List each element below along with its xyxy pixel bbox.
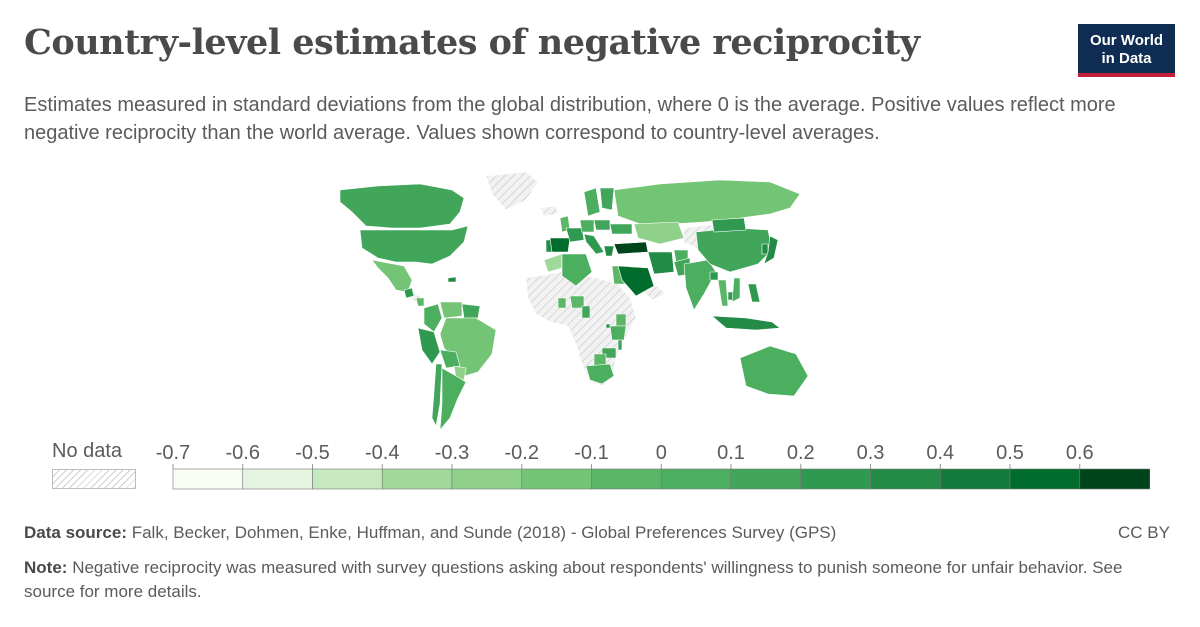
chart-title: Country-level estimates of negative reci…	[24, 22, 920, 63]
legend-overflow-arrow	[1149, 469, 1150, 489]
country-iran[interactable]: Iran	[647, 251, 675, 275]
legend-color-bin[interactable]	[591, 468, 662, 490]
legend-color-bin[interactable]	[381, 468, 453, 490]
legend-color-bin[interactable]	[521, 468, 592, 490]
color-legend: -0.7 -0.6 -0.5 -0.4 -0.3 -0.2 -0.1 0 0.1 0.2 0.3 0.…	[156, 442, 1150, 490]
legend-color-bin[interactable]	[660, 468, 732, 490]
country-argentina[interactable]: Argentina	[439, 367, 467, 431]
world-map: CanadaUnited StatesMexicoGuatemalaNicara…	[339, 171, 809, 431]
country-bangladesh[interactable]: Bangladesh	[709, 271, 719, 281]
note-text: Negative reciprocity was measured with s…	[24, 558, 1123, 601]
country-poland[interactable]: Poland	[593, 219, 611, 231]
country-malawi[interactable]: Malawi	[617, 339, 623, 351]
legend-tick-label: 0.1	[717, 442, 745, 464]
license[interactable]: CC BY	[1118, 523, 1170, 542]
legend-no-data-label: No data	[52, 440, 123, 462]
country-peru[interactable]: Peru	[417, 327, 441, 365]
country-russia[interactable]: Russia	[613, 179, 801, 225]
country-germany[interactable]: Germany	[579, 219, 595, 233]
country-japan[interactable]: Japan	[763, 235, 779, 265]
country-canada[interactable]: Canada	[339, 183, 465, 229]
country-haiti[interactable]: Haiti	[447, 276, 457, 283]
country-australia[interactable]: Australia	[739, 345, 809, 397]
owid-logo[interactable]: Our World in Data	[1078, 24, 1175, 77]
logo-line-1: Our World	[1089, 32, 1164, 49]
country-thailand[interactable]: Thailand	[717, 279, 729, 307]
note: Note: Negative reciprocity was measured …	[24, 556, 1154, 604]
legend-tick-label: -0.5	[295, 442, 329, 464]
country-chile[interactable]: Chile	[431, 363, 443, 427]
country-iceland[interactable]: Iceland	[539, 205, 559, 217]
country-tanzania[interactable]: Tanzania	[609, 325, 627, 341]
country-guatemala[interactable]: Guatemala	[403, 287, 415, 299]
legend-tick-label: -0.6	[226, 442, 260, 464]
legend-tick-label: 0.2	[787, 442, 815, 464]
country-south-africa[interactable]: South Africa	[585, 363, 615, 385]
legend-color-bin[interactable]	[451, 468, 523, 490]
country-indonesia[interactable]: Indonesia	[711, 315, 781, 331]
country-regions: CanadaUnited StatesMexicoGuatemalaNicara…	[339, 171, 809, 431]
legend-color-bin[interactable]	[172, 468, 244, 490]
country-saudi-arabia[interactable]: Saudi Arabia	[617, 265, 655, 297]
country-ukraine[interactable]: Ukraine	[609, 223, 633, 235]
country-turkey[interactable]: Turkey	[613, 241, 649, 255]
legend-tick-label: -0.1	[574, 442, 608, 464]
legend-tick-label: 0.4	[926, 442, 954, 464]
data-source-text[interactable]: Falk, Becker, Dohmen, Enke, Huffman, and…	[131, 523, 837, 542]
country-cameroon[interactable]: Cameroon	[581, 305, 591, 319]
country-algeria[interactable]: Algeria	[561, 253, 593, 287]
legend-color-bin[interactable]	[1009, 468, 1081, 490]
legend-tick-label: 0.5	[996, 442, 1024, 464]
logo-line-2: in Data	[1101, 50, 1152, 67]
country-finland[interactable]: Finland	[599, 187, 615, 211]
legend-tick-label: -0.2	[505, 442, 539, 464]
legend-tick-label: 0.3	[857, 442, 885, 464]
country-venezuela[interactable]: Venezuela	[439, 301, 463, 319]
legend-color-bin[interactable]	[870, 468, 941, 490]
country-france[interactable]: France	[565, 227, 585, 243]
country-morocco[interactable]: Morocco	[543, 253, 563, 273]
country-bolivia[interactable]: Bolivia	[439, 349, 461, 369]
legend-tick-label: 0.6	[1066, 442, 1094, 464]
country-philippines[interactable]: Philippines	[747, 283, 761, 303]
country-nicaragua[interactable]: Nicaragua	[415, 297, 425, 307]
country-kenya[interactable]: Kenya	[615, 313, 627, 327]
country-kazakhstan[interactable]: Kazakhstan	[633, 221, 685, 245]
country-suriname[interactable]: Suriname	[461, 303, 481, 319]
legend-color-bin[interactable]	[730, 468, 802, 490]
legend-tick-label: -0.3	[435, 442, 469, 464]
country-greece[interactable]: Greece	[603, 245, 615, 257]
data-source: Data source: Falk, Becker, Dohmen, Enke,…	[24, 523, 836, 543]
country-south-korea[interactable]: South Korea	[761, 243, 769, 255]
legend-tick-label: -0.4	[365, 442, 399, 464]
chart-subtitle: Estimates measured in standard deviation…	[24, 94, 1116, 144]
note-label: Note:	[24, 558, 68, 577]
country-vietnam[interactable]: Vietnam	[731, 277, 741, 303]
legend-color-bin[interactable]	[800, 468, 871, 490]
country-colombia[interactable]: Colombia	[423, 303, 443, 333]
country-sweden[interactable]: Sweden	[583, 187, 601, 217]
country-china[interactable]: China	[695, 227, 773, 273]
country-greenland[interactable]: Greenland	[485, 171, 539, 211]
country-italy[interactable]: Italy	[583, 233, 605, 255]
country-united-states[interactable]: United States	[359, 225, 469, 265]
country-mongolia[interactable]: Mongolia	[711, 217, 747, 233]
legend-tick-label: -0.7	[156, 442, 190, 464]
legend-color-bin[interactable]	[312, 468, 383, 490]
legend-no-data-swatch[interactable]	[52, 469, 136, 489]
country-mexico[interactable]: Mexico	[371, 259, 413, 293]
country-rwanda[interactable]: Rwanda	[605, 323, 611, 329]
legend-color-bin[interactable]	[939, 468, 1011, 490]
country-ghana[interactable]: Ghana	[557, 297, 567, 309]
legend-color-bin[interactable]	[242, 468, 313, 490]
legend-tick-label: 0	[656, 442, 667, 464]
country-india[interactable]: India	[683, 259, 717, 311]
data-source-label: Data source:	[24, 523, 127, 542]
country-brazil[interactable]: Brazil	[439, 317, 497, 377]
legend-color-bin[interactable]	[1079, 468, 1150, 490]
country-spain[interactable]: Spain	[549, 237, 571, 253]
